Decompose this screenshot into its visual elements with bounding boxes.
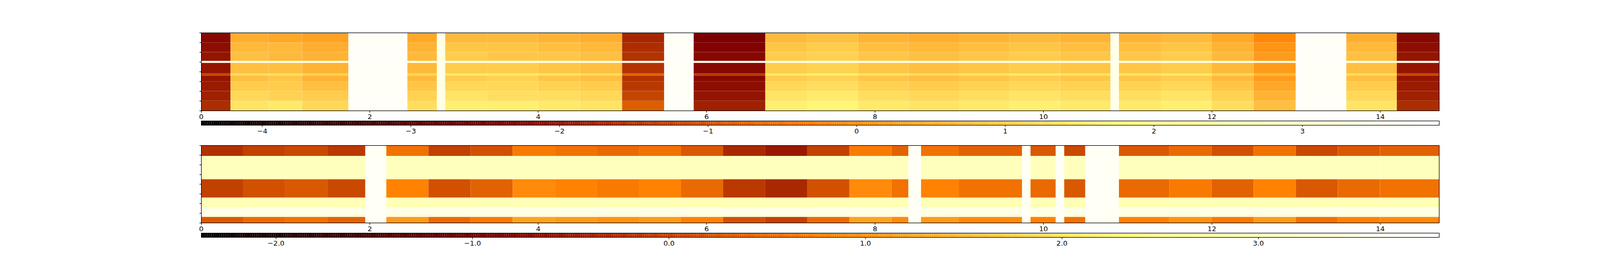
svg-text:4: 4: [536, 112, 541, 121]
svg-text:10: 10: [1038, 112, 1048, 121]
svg-text:1: 1: [1003, 126, 1008, 135]
svg-text:2: 2: [1151, 126, 1156, 135]
svg-text:−1.0: −1.0: [464, 238, 482, 247]
svg-text:2: 2: [367, 224, 372, 233]
svg-text:12: 12: [1207, 224, 1217, 233]
svg-text:0.0: 0.0: [663, 238, 675, 247]
svg-text:6: 6: [704, 224, 709, 233]
svg-text:0: 0: [854, 126, 859, 135]
svg-text:−4: −4: [257, 126, 268, 135]
svg-text:8: 8: [872, 224, 877, 233]
svg-text:1.0: 1.0: [859, 238, 871, 247]
svg-text:3.0: 3.0: [1252, 238, 1264, 247]
svg-text:−2.0: −2.0: [267, 238, 285, 247]
svg-text:14: 14: [1376, 224, 1386, 233]
svg-text:−2: −2: [554, 126, 565, 135]
svg-text:2: 2: [367, 112, 372, 121]
svg-text:4: 4: [536, 224, 541, 233]
svg-text:6: 6: [704, 112, 709, 121]
svg-text:2.0: 2.0: [1056, 238, 1068, 247]
svg-text:12: 12: [1207, 112, 1217, 121]
svg-text:0: 0: [198, 224, 204, 233]
svg-text:10: 10: [1038, 224, 1048, 233]
svg-text:0: 0: [198, 112, 204, 121]
svg-text:8: 8: [872, 112, 877, 121]
svg-text:3: 3: [1300, 126, 1305, 135]
svg-text:−1: −1: [702, 126, 714, 135]
svg-text:14: 14: [1376, 112, 1386, 121]
svg-text:−3: −3: [405, 126, 416, 135]
